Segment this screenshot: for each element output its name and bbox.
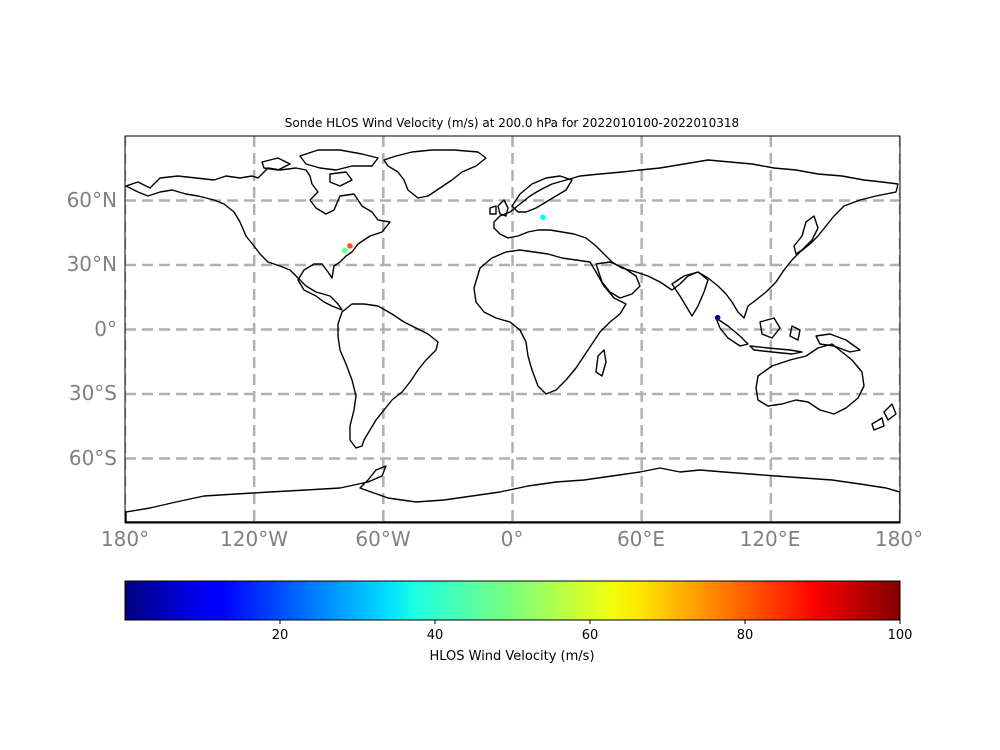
colorbar-tick-label: 80	[737, 628, 754, 643]
coastlines	[125, 149, 900, 523]
lat-tick-label: 30°N	[67, 252, 117, 276]
lon-tick-label: 0°	[501, 527, 524, 551]
colorbar-tick-label: 20	[272, 628, 289, 643]
observation-points	[341, 214, 721, 321]
coastline-arabia	[595, 261, 641, 299]
observation-point	[341, 247, 348, 254]
colorbar-gradient	[124, 580, 901, 621]
colorbar-label: HLOS Wind Velocity (m/s)	[429, 649, 594, 664]
coastline-madagascar	[595, 349, 607, 377]
lon-tick-label: 120°W	[220, 527, 288, 551]
coastline-new-guinea	[815, 333, 861, 353]
coastline-south-america	[337, 303, 439, 449]
lon-tick-label: 60°E	[617, 527, 665, 551]
observation-point	[540, 214, 546, 221]
colorbar-tick-label: 60	[582, 628, 599, 643]
coastline-africa	[473, 249, 627, 395]
observation-point	[714, 314, 721, 321]
colorbar: 20 40 60 80 100 HLOS Wind Velocity (m/s)	[124, 580, 913, 664]
lon-tick-label: 120°E	[740, 527, 801, 551]
coastline-new-zealand	[871, 403, 897, 431]
coastline-japan	[793, 215, 819, 255]
lon-tick-label: 60°W	[355, 527, 410, 551]
coastline-antarctica	[125, 465, 900, 523]
colorbar-ticks: 20 40 60 80 100	[272, 620, 913, 643]
lat-tick-label: 30°S	[69, 381, 117, 405]
colorbar-tick-label: 100	[888, 628, 913, 643]
lon-tick-label: 180°	[875, 527, 923, 551]
lon-tick-label: 180°	[101, 527, 149, 551]
coastline-eurasia	[493, 159, 899, 319]
coastline-india	[671, 271, 709, 317]
map-title: Sonde HLOS Wind Velocity (m/s) at 200.0 …	[285, 116, 739, 130]
gridlines	[125, 136, 900, 523]
colorbar-tick-label: 40	[427, 628, 444, 643]
lat-tick-label: 60°S	[69, 446, 117, 470]
coastline-australia	[755, 343, 865, 415]
coastline-scandinavia	[511, 175, 573, 213]
observation-point	[347, 243, 353, 249]
coastline-indonesia	[715, 317, 803, 355]
map-frame	[124, 135, 901, 524]
lat-tick-label: 0°	[94, 317, 117, 341]
coastline-greenland	[383, 149, 487, 199]
map-axes	[124, 135, 901, 524]
lat-tick-label: 60°N	[67, 188, 117, 212]
coastline-arctic-islands	[261, 149, 379, 187]
coastline-british-isles	[489, 199, 509, 217]
